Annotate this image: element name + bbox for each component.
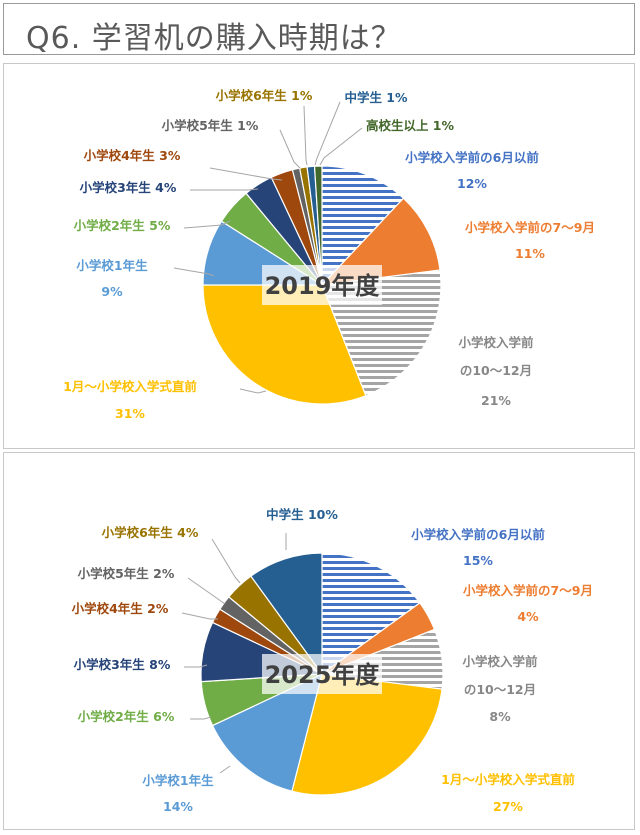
leader-line-grade4 [209, 167, 283, 181]
slice-label-grade3: 小学校3年生 4% [79, 180, 177, 195]
slice-label-grade5: 小学校5年生 1% [161, 118, 259, 133]
slice-label-grade4: 小学校4年生 2% [71, 601, 169, 616]
slice-label-oct_dec-line1: の10～12月 [460, 363, 532, 378]
slice-label-apr_early-line1: 15% [463, 553, 493, 568]
pie-chart-2025: 2025年度 小学校入学前の6月以前 15% 小学校入学前の7～9月 4% 小学校入学前の… [71, 507, 593, 814]
slice-label-jul_sep: 小学校入学前の7～9月 [464, 220, 595, 235]
pie-slice-apr_early-2019 [321, 165, 405, 287]
slice-label-grade4: 小学校4年生 3% [83, 148, 181, 163]
slice-label-grade1-line1: 14% [163, 799, 193, 814]
slice-label-middle: 中学生 1% [344, 90, 408, 105]
leader-line-grade6 [303, 105, 308, 166]
slice-label-jul_sep-line1: 11% [515, 246, 545, 261]
slice-label-jan_entrance-line1: 31% [115, 406, 145, 421]
slice-label-apr_early: 小学校入学前の6月以前 [410, 527, 545, 542]
leader-line-middle [314, 101, 341, 166]
slice-label-grade5: 小学校5年生 2% [77, 566, 175, 581]
slice-label-oct_dec-line1: の10～12月 [464, 682, 536, 697]
pie-slice-jan_entrance-2019 [202, 284, 367, 405]
slice-label-grade1: 小学校1年生 [141, 773, 214, 788]
chart-panel-2025: 2025年度 小学校入学前の6月以前 15% 小学校入学前の7～9月 4% 小学校入学前の… [3, 452, 635, 830]
slice-label-apr_early-line1: 12% [457, 176, 487, 191]
pie-slice-apr_early-2025 [321, 552, 421, 676]
slice-label-grade2: 小学校2年生 5% [73, 218, 171, 233]
slice-label-oct_dec: 小学校入学前 [461, 654, 538, 669]
pie-chart-2019: 2019年度 小学校入学前の6月以前 12% 小学校入学前の7～9月 11% 小学校入学前… [63, 88, 595, 421]
leader-line-grade4 [181, 612, 218, 620]
leader-line-grade2 [183, 220, 231, 229]
slice-label-oct_dec: 小学校入学前 [457, 335, 534, 350]
leader-line-grade6 [211, 538, 241, 584]
slice-label-apr_early: 小学校入学前の6月以前 [404, 150, 539, 165]
leader-line-grade5 [187, 577, 226, 605]
slice-label-oct_dec-line2: 8% [489, 709, 511, 724]
leader-line-grade3 [184, 664, 208, 668]
chart-title: 2025年度 [265, 661, 381, 689]
pie-slice-middle-2025 [250, 552, 323, 676]
slice-label-grade1-line1: 9% [101, 284, 123, 299]
leader-line-grade1 [173, 267, 215, 277]
page-title: Q6. 学習机の購入時期は？ [26, 21, 402, 56]
leader-line-grade3 [190, 188, 259, 191]
chart-title-box [262, 654, 382, 694]
slice-label-middle: 中学生 10% [266, 507, 338, 522]
leader-line-grade5 [279, 129, 301, 169]
pie-slice-highschool-2019 [313, 165, 323, 286]
pie-slice-jan_entrance-2025 [291, 673, 443, 796]
slice-label-jan_entrance: 1月～小学校入学式直前 [441, 772, 575, 787]
slice-label-highschool: 高校生以上 1% [366, 118, 455, 133]
slice-label-grade6: 小学校6年生 4% [101, 525, 199, 540]
slice-label-grade3: 小学校3年生 8% [73, 657, 171, 672]
slice-label-grade1: 小学校1年生 [75, 258, 148, 273]
slice-label-jul_sep-line1: 4% [517, 609, 539, 624]
slice-label-grade2: 小学校2年生 6% [77, 709, 175, 724]
leader-line-highschool [319, 127, 363, 166]
chart-title-box [262, 265, 382, 305]
leader-line-grade1 [219, 765, 231, 774]
leader-line-grade2 [190, 716, 212, 720]
page-title-box: Q6. 学習机の購入時期は？ [3, 3, 635, 56]
pie-slice-jul_sep-2019 [320, 197, 441, 286]
slice-label-jan_entrance-line1: 27% [493, 799, 523, 814]
leader-line-jan_entrance [239, 388, 267, 394]
slice-label-grade6: 小学校6年生 1% [215, 88, 313, 103]
chart-title: 2019年度 [265, 272, 381, 300]
slice-label-oct_dec-line2: 21% [481, 393, 511, 408]
pie-slice-grade1-2025 [211, 672, 323, 792]
slice-label-jan_entrance: 1月～小学校入学式直前 [63, 379, 197, 394]
chart-panel-2019: 2019年度 小学校入学前の6月以前 12% 小学校入学前の7～9月 11% 小学校入学前… [3, 63, 635, 449]
slice-label-jul_sep: 小学校入学前の7～9月 [462, 583, 593, 598]
